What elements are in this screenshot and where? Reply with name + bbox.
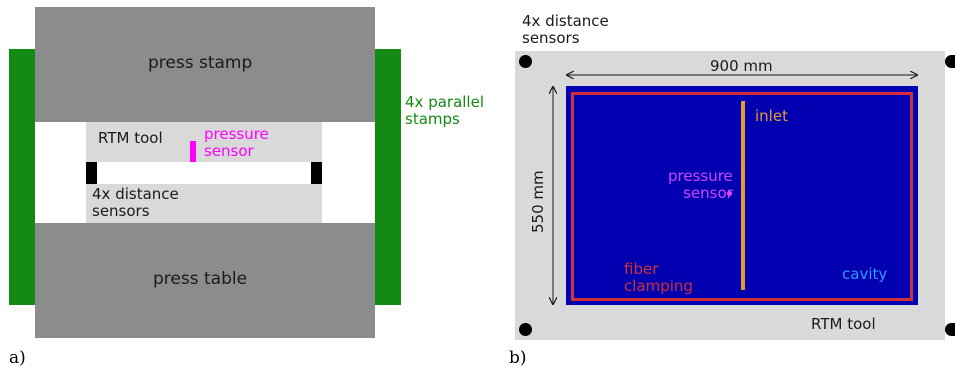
distance-sensor-bottom-right — [945, 323, 955, 336]
panel-b-label: b) — [509, 348, 527, 368]
distance-sensors-label-b: 4x distance sensors — [522, 12, 609, 47]
distance-sensor-top-left — [519, 55, 532, 68]
right-distance-sensor — [311, 162, 322, 184]
rtm-tool-label-b: RTM tool — [811, 315, 876, 333]
press-stamp-label: press stamp — [148, 53, 253, 73]
pressure-sensor-label-b: pressure sensor — [668, 167, 733, 202]
rtm-tool-label: RTM tool — [98, 129, 163, 147]
rtm-tool-upper — [86, 122, 322, 162]
parallel-stamps-label: 4x parallel stamps — [405, 93, 484, 128]
press-table-label: press table — [153, 269, 248, 289]
right-parallel-stamp — [375, 49, 401, 305]
left-distance-sensor — [86, 162, 97, 184]
inlet-label: inlet — [755, 107, 788, 125]
height-dimension-label: 550 mm — [529, 170, 547, 233]
rtm-tool-lower — [86, 184, 322, 223]
cavity-label: cavity — [842, 265, 888, 283]
pressure-sensor-dot — [727, 191, 732, 196]
press-stamp — [35, 7, 375, 122]
inlet-line — [741, 101, 745, 290]
width-dimension-label: 900 mm — [710, 57, 773, 75]
pressure-sensor-label: pressure sensor — [204, 125, 269, 160]
fiber-clamping-frame — [571, 92, 913, 301]
distance-sensor-bottom-left — [519, 323, 532, 336]
press-table — [35, 223, 375, 338]
distance-sensor-top-right — [945, 55, 955, 68]
panel-a-label: a) — [9, 348, 26, 368]
pressure-sensor-marker — [190, 141, 196, 162]
left-parallel-stamp — [9, 49, 35, 305]
fiber-clamping-label: fiber clamping — [624, 260, 693, 295]
distance-sensors-label: 4x distance sensors — [92, 185, 179, 220]
